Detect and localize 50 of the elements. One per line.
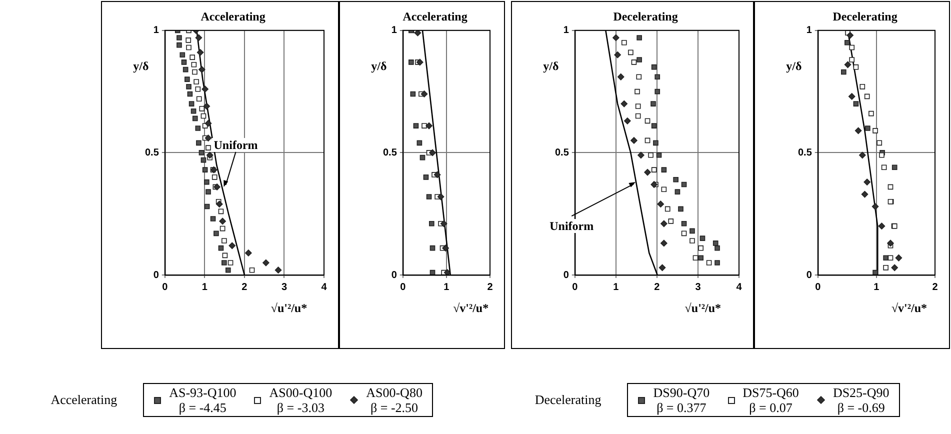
y-tick-label: 0.5 [144, 147, 160, 158]
x-tick-label: 3 [281, 282, 288, 293]
x-axis-title: √v'²/u* [453, 301, 489, 316]
y-tick-label: 0 [153, 270, 160, 281]
x-tick-label: 0 [572, 282, 578, 293]
chart-title: Decelerating [832, 9, 898, 24]
annotation: Uniform [214, 138, 258, 152]
y-tick-label: 1 [391, 25, 398, 36]
legend-label: AS00-Q80 β = -2.50 [366, 385, 422, 415]
x-axis-title: √v'²/u* [891, 301, 928, 316]
legend-label: DS90-Q70 β = 0.377 [653, 385, 710, 415]
x-tick-label: 1 [874, 282, 880, 293]
y-tick-label: 1 [806, 25, 812, 36]
x-tick-label: 2 [487, 282, 494, 293]
y-axis-title: y/δ [133, 59, 149, 74]
y-tick-label: 0.5 [554, 147, 570, 158]
x-tick-label: 2 [932, 282, 938, 293]
y-axis-title: y/δ [371, 59, 387, 74]
legend-label: DS75-Q60 β = 0.07 [742, 385, 799, 415]
chart-title: Decelerating [613, 9, 678, 24]
legend-label: DS25-Q90 β = -0.69 [832, 385, 890, 415]
y-tick-label: 0 [391, 270, 398, 281]
y-tick-label: 0.5 [382, 147, 398, 158]
x-axis-title: √u'²/u* [684, 301, 721, 316]
legend-title: Accelerating [50, 392, 118, 408]
x-tick-label: 4 [736, 282, 742, 293]
x-tick-label: 1 [202, 282, 208, 293]
x-tick-label: 2 [654, 282, 660, 293]
x-axis-title: √u'²/u* [270, 301, 308, 316]
legend-title: Decelerating [534, 392, 602, 408]
y-tick-label: 0.5 [798, 147, 812, 158]
y-tick-label: 0 [806, 270, 812, 281]
x-tick-label: 3 [695, 282, 702, 293]
x-tick-label: 1 [444, 282, 450, 293]
y-tick-label: 0 [563, 270, 570, 281]
x-tick-label: 0 [815, 282, 822, 293]
legend-label: AS00-Q100 β = -3.03 [269, 385, 332, 415]
chart-title: Accelerating [402, 9, 468, 24]
x-tick-label: 4 [321, 282, 328, 293]
x-tick-label: 1 [613, 282, 620, 293]
legend-label: AS-93-Q100 β = -4.45 [169, 385, 236, 415]
y-tick-label: 1 [563, 25, 570, 36]
chart-title: Accelerating [200, 9, 266, 24]
y-tick-label: 1 [153, 25, 160, 36]
y-axis-title: y/δ [543, 59, 559, 74]
x-tick-label: 0 [400, 282, 406, 293]
x-tick-label: 0 [162, 282, 168, 293]
annotation: Uniform [550, 219, 594, 234]
y-axis-title: y/δ [786, 59, 802, 74]
x-tick-label: 2 [242, 282, 248, 293]
